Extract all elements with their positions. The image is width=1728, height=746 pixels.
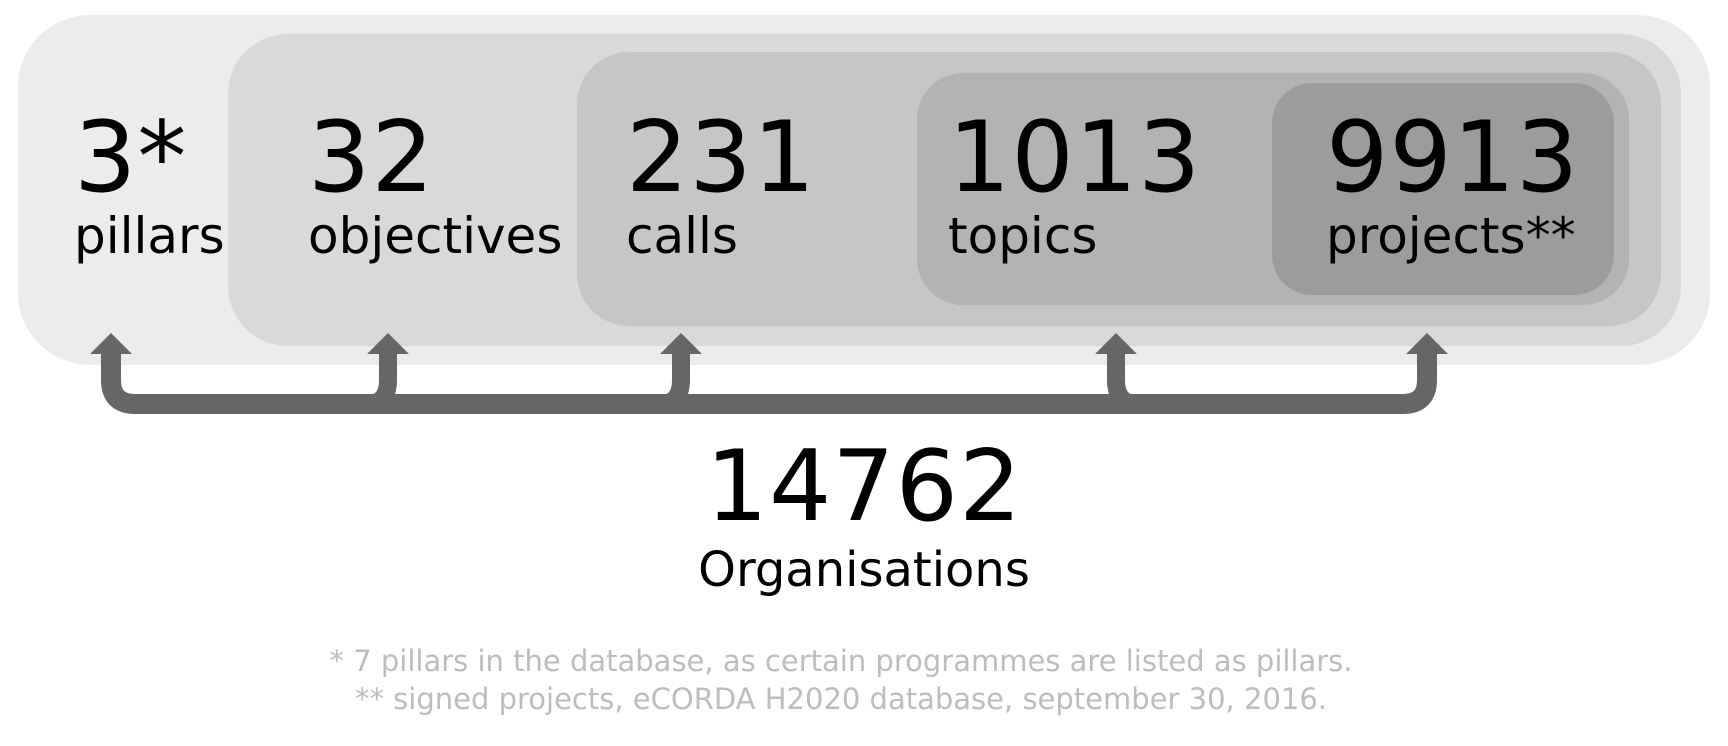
stat-pillars-label: pillars	[74, 207, 225, 265]
connector-stem-topics	[1107, 352, 1138, 413]
stat-pillars: 3* pillars	[74, 108, 225, 264]
stat-topics-label: topics	[948, 207, 1098, 265]
stat-objectives-value: 32	[308, 101, 435, 215]
stat-objectives-label: objectives	[308, 207, 563, 265]
connector-bracket-line	[101, 352, 1437, 414]
organisations-label: Organisations	[698, 542, 1030, 598]
stat-pillars-value: 3*	[74, 101, 188, 215]
organisations-total: 14762 Organisations	[0, 432, 1728, 598]
arrowhead-calls-icon	[660, 333, 702, 354]
arrowhead-topics-icon	[1095, 333, 1137, 354]
projects-panel	[1272, 83, 1614, 295]
stat-objectives: 32 objectives	[308, 108, 562, 264]
arrowhead-objectives-icon	[367, 333, 409, 354]
stat-topics: 1013 topics	[948, 108, 1201, 264]
arrowhead-pillars-icon	[90, 333, 132, 354]
connector-stem-objectives	[366, 352, 397, 413]
footnote-pillars: * 7 pillars in the database, as certain …	[329, 644, 1353, 678]
connector-stem-calls	[659, 352, 690, 413]
stat-topics-value: 1013	[948, 101, 1202, 215]
stat-calls-label: calls	[626, 207, 738, 265]
footnotes: * 7 pillars in the database, as certain …	[0, 642, 1682, 718]
stat-calls-value: 231	[626, 101, 817, 215]
organisations-value: 14762	[705, 430, 1023, 544]
arrowhead-projects-icon	[1406, 333, 1448, 354]
stat-projects-value: 9913	[1326, 101, 1580, 215]
stat-projects-label: projects**	[1326, 207, 1576, 265]
footnote-projects: ** signed projects, eCORDA H2020 databas…	[354, 682, 1328, 716]
stat-projects: 9913 projects**	[1326, 108, 1579, 264]
stat-calls: 231 calls	[626, 108, 816, 264]
